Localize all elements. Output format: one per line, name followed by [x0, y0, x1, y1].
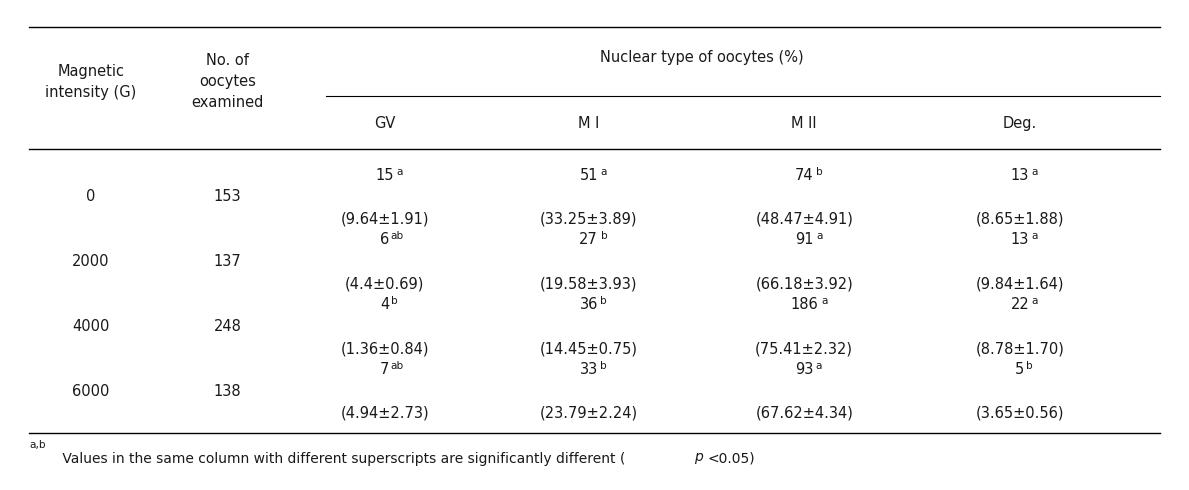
Text: No. of
oocytes
examined: No. of oocytes examined: [191, 53, 264, 110]
Text: 51: 51: [579, 168, 598, 183]
Text: b: b: [600, 361, 606, 371]
Text: 6000: 6000: [73, 384, 109, 399]
Text: $p$: $p$: [693, 451, 704, 466]
Text: 138: 138: [214, 384, 241, 399]
Text: Deg.: Deg.: [1002, 117, 1037, 131]
Text: (9.64±1.91): (9.64±1.91): [340, 211, 429, 226]
Text: 2000: 2000: [73, 254, 109, 270]
Text: 27: 27: [579, 232, 598, 247]
Text: a: a: [1031, 231, 1038, 242]
Text: a: a: [396, 167, 403, 176]
Text: ab: ab: [391, 361, 404, 371]
Text: (8.78±1.70): (8.78±1.70): [975, 341, 1064, 356]
Text: 6: 6: [380, 232, 389, 247]
Text: (67.62±4.34): (67.62±4.34): [755, 406, 854, 421]
Text: 13: 13: [1011, 232, 1028, 247]
Text: a: a: [816, 361, 823, 371]
Text: b: b: [1026, 361, 1032, 371]
Text: 91: 91: [795, 232, 813, 247]
Text: <0.05): <0.05): [707, 452, 755, 466]
Text: M II: M II: [792, 117, 817, 131]
Text: (9.84±1.64): (9.84±1.64): [975, 276, 1064, 291]
Text: 36: 36: [579, 297, 598, 312]
Text: (3.65±0.56): (3.65±0.56): [975, 406, 1064, 421]
Text: (48.47±4.91): (48.47±4.91): [755, 211, 854, 226]
Text: 4: 4: [380, 297, 389, 312]
Text: 4000: 4000: [73, 319, 109, 334]
Text: a: a: [1032, 296, 1038, 306]
Text: a: a: [600, 167, 606, 176]
Text: (33.25±3.89): (33.25±3.89): [540, 211, 637, 226]
Text: (1.36±0.84): (1.36±0.84): [340, 341, 429, 356]
Text: 33: 33: [579, 362, 598, 377]
Text: (23.79±2.24): (23.79±2.24): [540, 406, 637, 421]
Text: 7: 7: [380, 362, 390, 377]
Text: (19.58±3.93): (19.58±3.93): [540, 276, 637, 291]
Text: b: b: [391, 296, 397, 306]
Text: b: b: [816, 167, 823, 176]
Text: Values in the same column with different superscripts are significantly differen: Values in the same column with different…: [58, 452, 625, 466]
Text: (66.18±3.92): (66.18±3.92): [755, 276, 854, 291]
Text: 186: 186: [791, 297, 818, 312]
Text: 13: 13: [1011, 168, 1028, 183]
Text: b: b: [600, 231, 608, 242]
Text: a: a: [816, 231, 823, 242]
Text: b: b: [600, 296, 608, 306]
Text: Nuclear type of oocytes (%): Nuclear type of oocytes (%): [600, 50, 804, 65]
Text: 248: 248: [214, 319, 241, 334]
Text: 137: 137: [214, 254, 241, 270]
Text: 5: 5: [1015, 362, 1025, 377]
Text: 93: 93: [795, 362, 813, 377]
Text: ab: ab: [391, 231, 404, 242]
Text: a: a: [1031, 167, 1038, 176]
Text: (4.4±0.69): (4.4±0.69): [345, 276, 424, 291]
Text: (75.41±2.32): (75.41±2.32): [755, 341, 854, 356]
Text: 74: 74: [795, 168, 813, 183]
Text: M I: M I: [578, 117, 599, 131]
Text: (4.94±2.73): (4.94±2.73): [340, 406, 429, 421]
Text: GV: GV: [375, 117, 396, 131]
Text: Magnetic
intensity (G): Magnetic intensity (G): [45, 64, 137, 100]
Text: 0: 0: [87, 190, 96, 204]
Text: 15: 15: [376, 168, 394, 183]
Text: (14.45±0.75): (14.45±0.75): [540, 341, 637, 356]
Text: a: a: [822, 296, 829, 306]
Text: (8.65±1.88): (8.65±1.88): [975, 211, 1064, 226]
Text: a,b: a,b: [30, 440, 46, 450]
Text: 153: 153: [214, 190, 241, 204]
Text: 22: 22: [1011, 297, 1030, 312]
